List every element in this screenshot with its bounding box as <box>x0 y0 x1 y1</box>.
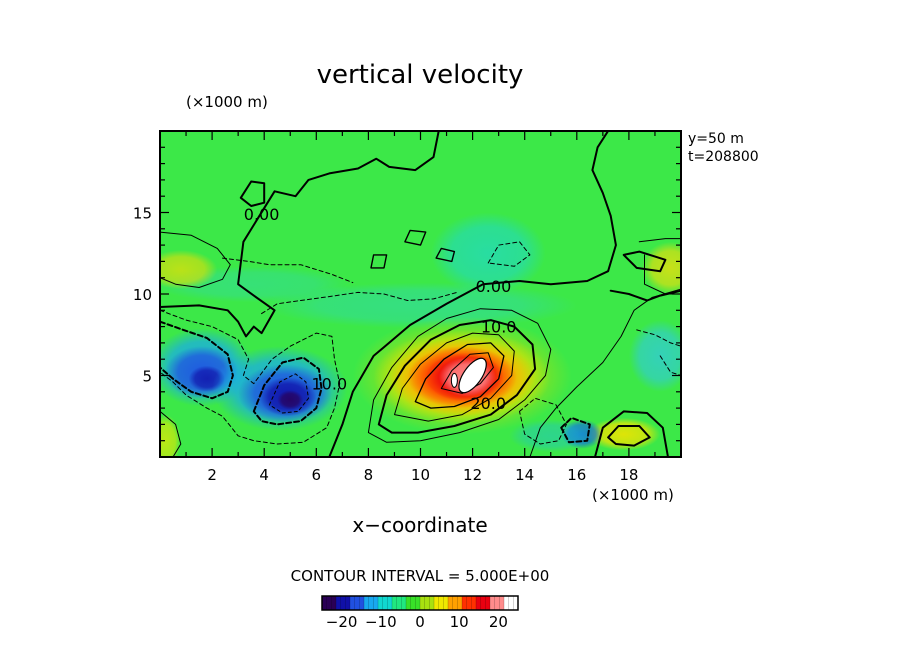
contour-line <box>160 309 341 445</box>
x-tick-label: 12 <box>463 466 482 484</box>
x-axis-label: x−coordinate <box>352 513 488 537</box>
field-blob <box>641 241 681 294</box>
contour-line <box>519 397 567 445</box>
colorbar-frame <box>321 595 519 611</box>
contour-line <box>268 373 309 414</box>
contour-interval-text: CONTOUR INTERVAL = 5.000E+00 <box>290 567 550 585</box>
x-tick-label: 8 <box>364 466 374 484</box>
colorbar-swatch <box>490 596 505 610</box>
x-tick-label: 2 <box>207 466 217 484</box>
x-tick-label: 4 <box>259 466 269 484</box>
colorbar-swatch <box>476 596 491 610</box>
info-line-t: t=208800 <box>688 149 759 165</box>
colorbar-tick-label: 0 <box>415 613 425 631</box>
contour-line <box>622 250 667 273</box>
field-blob <box>277 390 304 410</box>
colorbar-swatch <box>392 596 407 610</box>
contour-line <box>529 288 681 457</box>
contour-line <box>414 342 505 409</box>
field-blob <box>160 414 181 457</box>
x-tick-label: 16 <box>567 466 586 484</box>
colorbar-swatch <box>420 596 435 610</box>
contour-line <box>638 238 681 243</box>
contour-line <box>160 410 182 457</box>
info-line-y: y=50 m <box>688 131 744 147</box>
contour-line <box>160 320 234 400</box>
colorbar-swatch <box>350 596 365 610</box>
contour-line <box>160 231 231 288</box>
colorbar-swatch <box>322 596 337 610</box>
contour-line <box>261 291 458 315</box>
contour-line <box>239 180 266 207</box>
x-tick-label: 18 <box>619 466 638 484</box>
contour-line <box>636 329 681 347</box>
contour-line <box>377 319 537 434</box>
contour-line <box>560 416 591 444</box>
field-blob <box>264 282 577 329</box>
field-blob <box>628 320 681 392</box>
colorbar-swatch <box>364 596 379 610</box>
contour-line <box>367 308 552 443</box>
contour-label: 10.0 <box>312 375 348 394</box>
y-tick-label: 5 <box>142 368 152 386</box>
colorbar-swatch <box>434 596 449 610</box>
contour-line <box>607 425 651 447</box>
contour-line <box>594 410 669 457</box>
contour-line <box>160 131 440 338</box>
contour-line <box>222 257 354 284</box>
field-layer: 0.00 0.00 10.0 10.0 20.0 <box>160 131 681 457</box>
contour-line <box>435 247 456 263</box>
contour-label: 0.00 <box>476 277 512 296</box>
x-unit-label: (×1000 m) <box>592 486 674 504</box>
x-tick-label: 6 <box>312 466 322 484</box>
updraft-core-small <box>450 372 458 388</box>
contour-line <box>394 332 515 422</box>
x-tick-label: 10 <box>411 466 430 484</box>
colorbar-swatch <box>504 596 519 610</box>
colorbar-swatch <box>448 596 463 610</box>
colorbar-swatch <box>462 596 477 610</box>
contour-line <box>487 241 531 267</box>
contour-label: 20.0 <box>470 394 506 413</box>
y-tick-label: 15 <box>133 205 152 223</box>
contour-line <box>404 229 427 246</box>
colorbar-swatch <box>378 596 393 610</box>
field-blob <box>430 212 546 294</box>
contour-label: 0.00 <box>244 205 280 224</box>
x-tick-label: 14 <box>515 466 534 484</box>
contour-line <box>252 356 323 426</box>
colorbar-tick-label: 20 <box>489 613 508 631</box>
colorbar-tick-label: −10 <box>365 613 397 631</box>
contour-line <box>328 131 617 457</box>
chart-title: vertical velocity <box>316 60 524 90</box>
colorbar-swatch <box>336 596 351 610</box>
field-blob <box>509 419 593 453</box>
field-blob <box>160 249 218 290</box>
colorbar-tick-label: −20 <box>326 613 358 631</box>
colorbar-swatch <box>406 596 421 610</box>
y-tick-label: 10 <box>133 286 152 304</box>
contour-line <box>370 254 388 269</box>
y-unit-label: (×1000 m) <box>186 93 268 111</box>
updraft-core <box>458 357 487 394</box>
colorbar-tick-label: 10 <box>450 613 469 631</box>
contour-label: 10.0 <box>481 318 517 337</box>
